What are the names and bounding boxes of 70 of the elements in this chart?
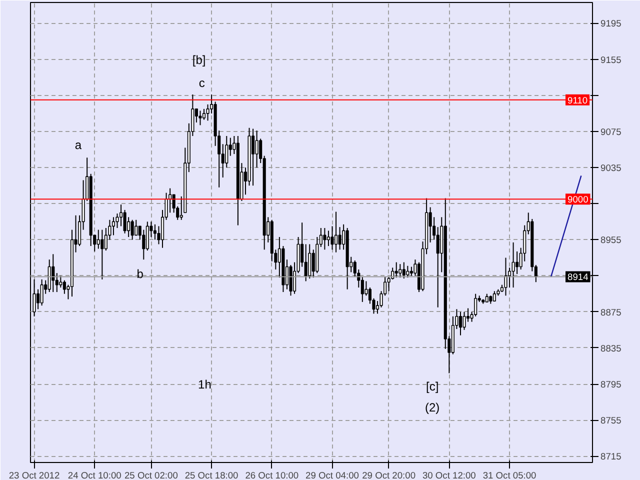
y-tick-label: 9075 (600, 126, 622, 137)
x-tick-label: 26 Oct 10:00 (245, 470, 299, 480)
candlestick (134, 219, 138, 236)
candlestick (153, 224, 156, 240)
ref-line-label: 9110 (568, 95, 588, 106)
candlestick (100, 229, 104, 280)
annotation: c (198, 76, 205, 90)
ref-line-label: 9000 (568, 194, 588, 205)
candlestick (458, 311, 462, 336)
candlestick (326, 230, 330, 247)
x-tick-label: 30 Oct 12:00 (422, 470, 476, 480)
candlestick (119, 204, 123, 227)
candlestick (112, 216, 116, 236)
annotation: [b] (192, 53, 206, 67)
annotation: b (136, 266, 144, 281)
candlestick (436, 226, 440, 308)
candlestick (330, 226, 334, 250)
x-tick-label: 29 Oct 20:00 (362, 470, 416, 480)
candlestick (142, 229, 146, 260)
candlestick (255, 130, 258, 168)
candlestick (364, 280, 368, 296)
candlestick (304, 244, 308, 282)
candlestick (130, 219, 134, 240)
x-tick-label: 23 Oct 2012 (8, 470, 60, 480)
candlestick (512, 242, 515, 288)
x-tick-label: 29 Oct 04:00 (306, 470, 359, 480)
candlestick (308, 244, 312, 279)
candlestick (516, 250, 519, 274)
y-tick-label: 8955 (600, 235, 622, 246)
candlestick (202, 108, 206, 120)
candlestick (462, 311, 466, 330)
ref-line-label: 8914 (568, 272, 588, 282)
candlestick (40, 278, 44, 306)
candlestick (360, 276, 364, 302)
y-tick-label: 8715 (600, 452, 622, 462)
candlestick (394, 262, 398, 278)
y-tick-label: 8795 (600, 380, 622, 390)
candlestick (402, 262, 406, 279)
x-tick-label: 31 Oct 05:00 (482, 470, 536, 480)
candlestick (252, 128, 255, 186)
candlestick (410, 266, 413, 276)
candlestick (334, 211, 338, 253)
annotation: (2) (424, 400, 440, 414)
annotation: a (74, 138, 82, 152)
candlestick (198, 110, 202, 126)
y-tick-label: 8875 (600, 307, 622, 318)
candlestick (398, 264, 402, 278)
x-tick-label: 24 Oct 10:00 (68, 470, 122, 480)
candlestick (323, 227, 326, 250)
annotation: [c] (426, 380, 439, 394)
y-tick-label: 9035 (600, 163, 622, 174)
candlestick (32, 278, 36, 317)
x-tick-label: 25 Oct 18:00 (184, 470, 238, 480)
candlestick (338, 226, 342, 250)
candlestick (96, 229, 100, 250)
candlestick (504, 257, 508, 296)
x-tick-label: 25 Oct 02:00 (124, 470, 178, 480)
annotation: 1h (198, 377, 212, 392)
y-tick-label: 9155 (600, 54, 622, 65)
candlestick (123, 209, 126, 234)
y-tick-label: 8755 (600, 416, 622, 426)
y-tick-label: 8835 (600, 343, 622, 354)
candlestick (59, 275, 62, 288)
candlestick (127, 216, 130, 238)
candlestick (36, 288, 40, 310)
candlestick (492, 290, 496, 302)
candlestick (146, 221, 149, 252)
candlestick (52, 254, 55, 293)
candlestick (406, 265, 410, 278)
y-tick-label: 9195 (600, 18, 622, 29)
